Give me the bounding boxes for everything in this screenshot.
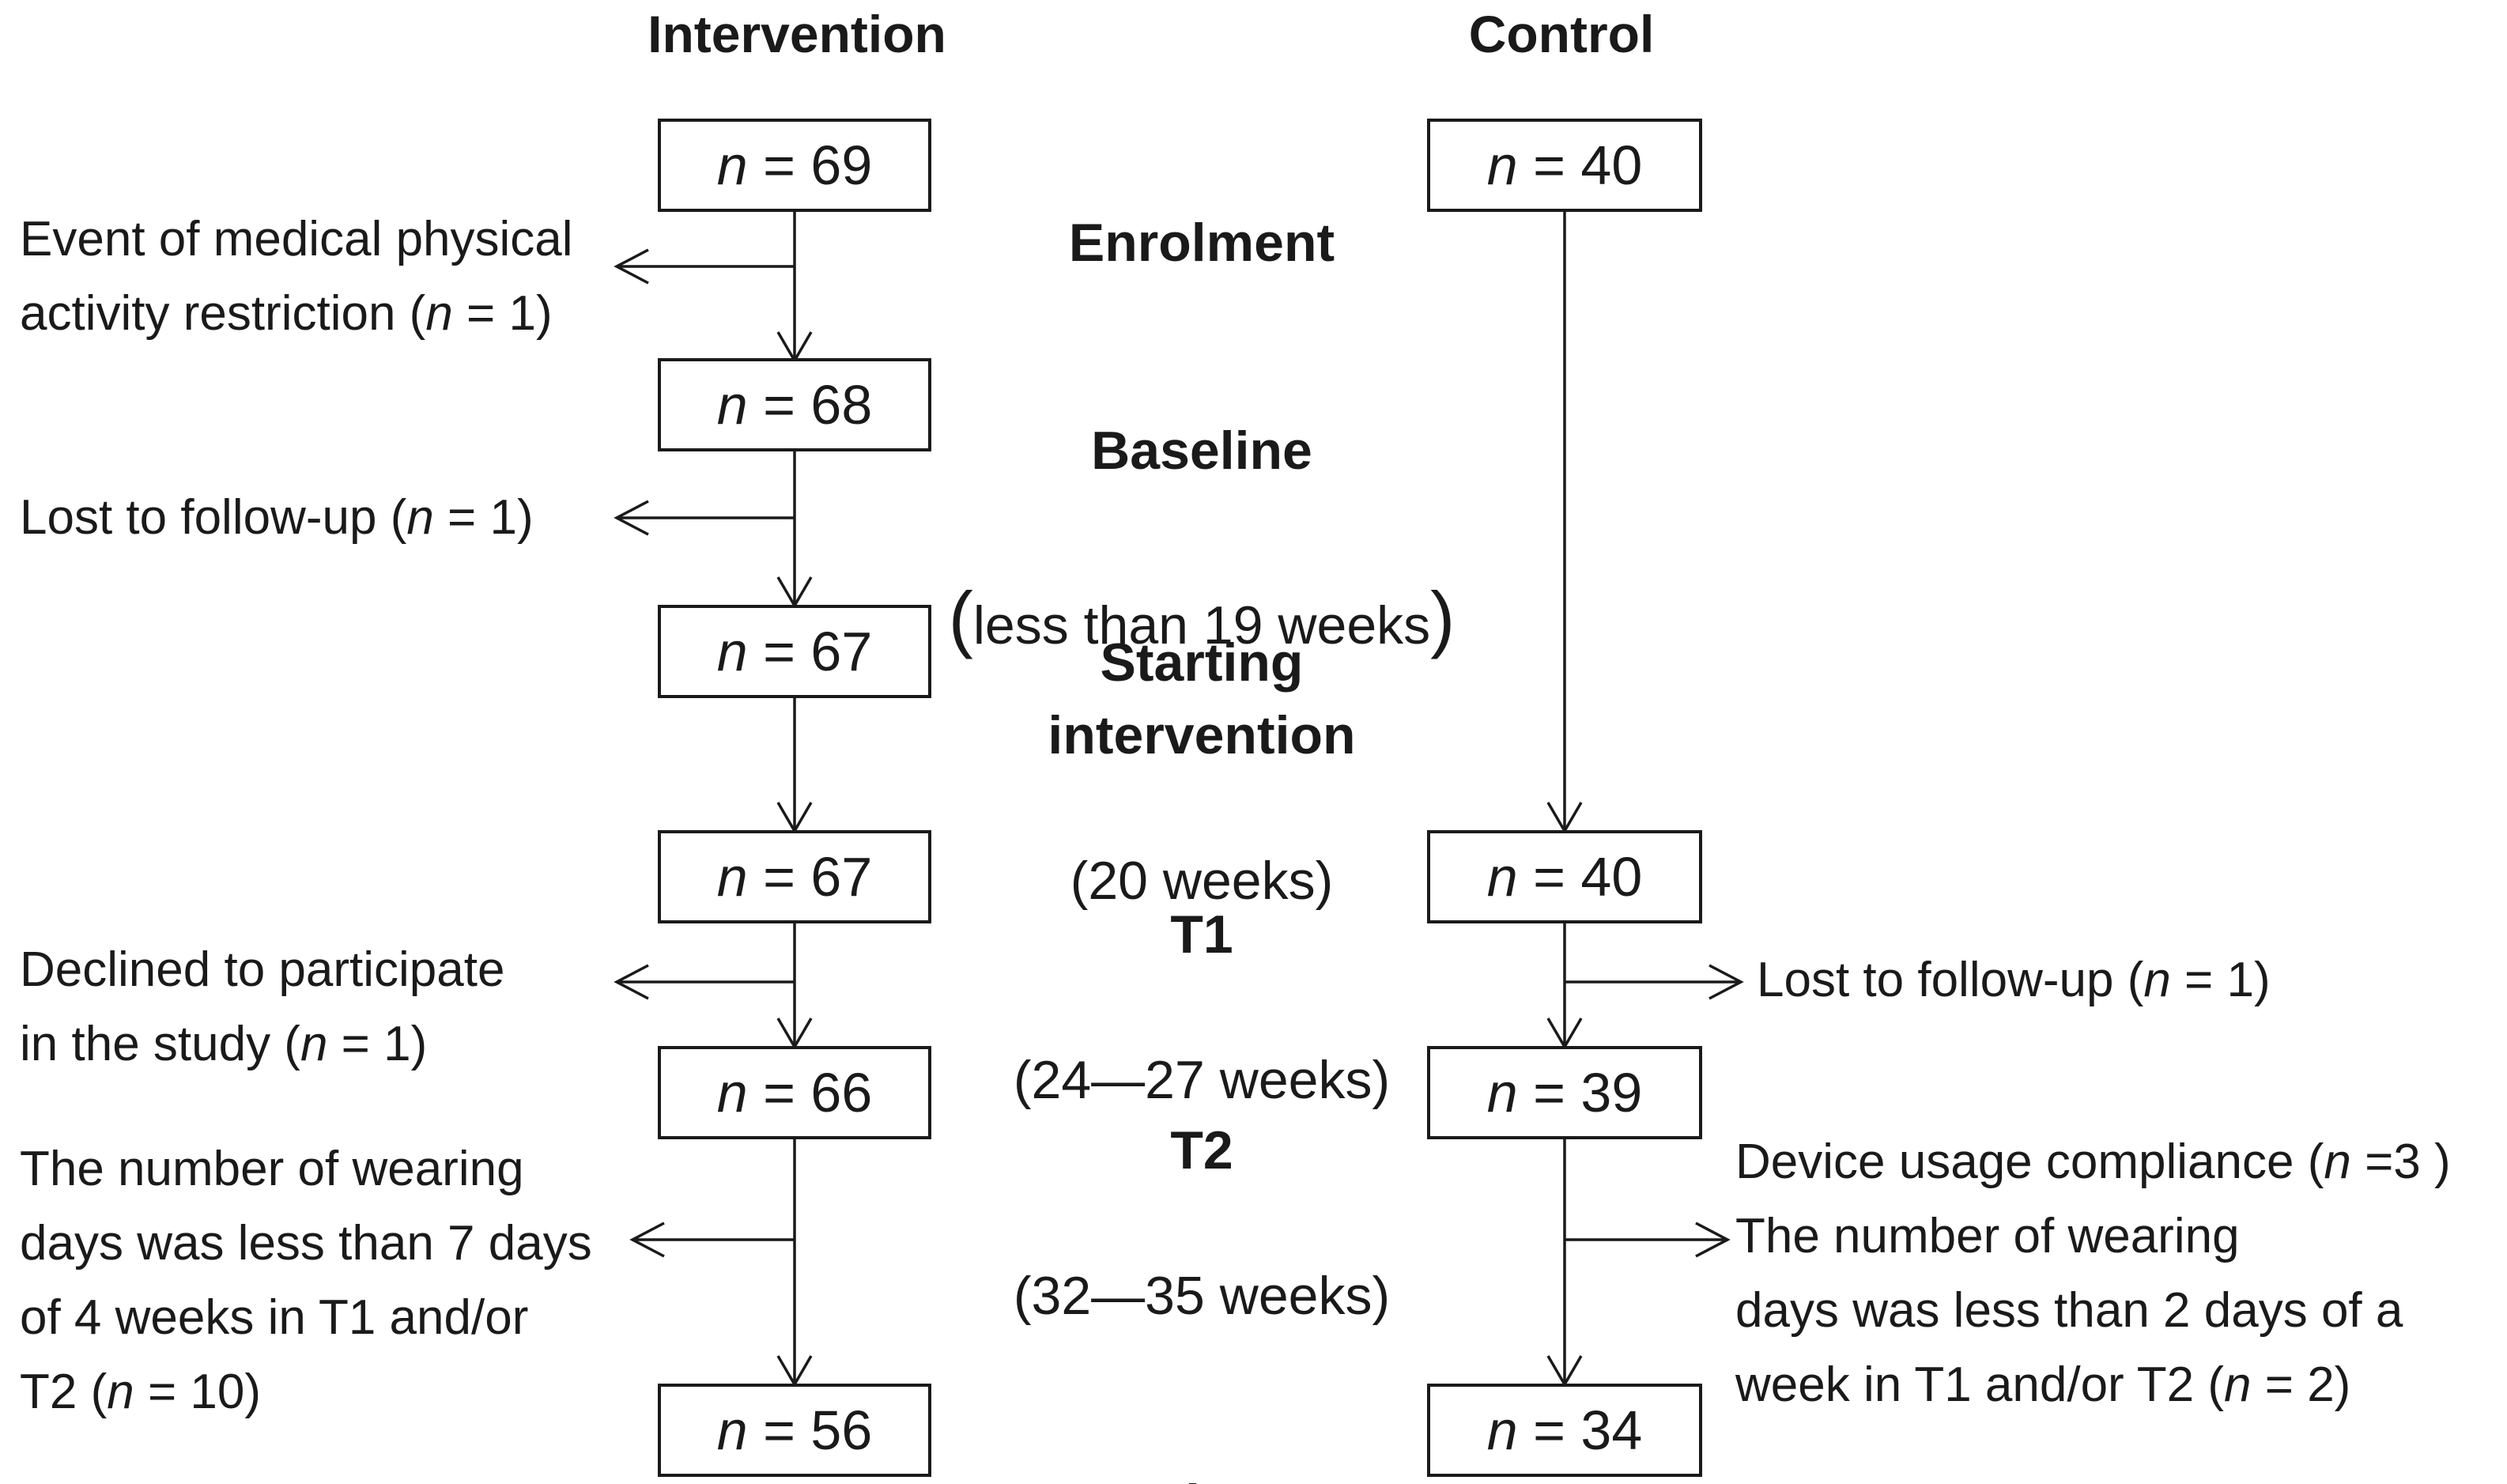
intervention-box-enrolment-value: n = 69 [716, 134, 873, 196]
arrowhead-right-icon [1695, 1222, 1731, 1258]
annotation-line: week in T1 and/or T2 (n = 2) [1735, 1358, 2351, 1412]
stage-label-analyses: Analyses [1084, 1395, 1320, 1484]
intervention-box-analyses: n = 56 [658, 1384, 931, 1477]
control-box-t1: n = 40 [1427, 830, 1702, 923]
control-box-t1-value: n = 40 [1486, 846, 1643, 908]
control-box-analyses-value: n = 34 [1486, 1399, 1643, 1461]
annotation-wearing-days-intervention: The number of wearing days was less than… [20, 1132, 592, 1429]
control-column-header: Control [1468, 5, 1655, 63]
stage-label-starting-intervention: Starting intervention (20 weeks) [1048, 553, 1355, 990]
stage-label-enrolment: Enrolment [1069, 134, 1335, 425]
intervention-box-starting-value: n = 67 [716, 621, 873, 682]
intervention-box-t1: n = 67 [658, 830, 931, 923]
control-box-t2: n = 39 [1427, 1046, 1702, 1139]
intervention-box-t2: n = 66 [658, 1046, 931, 1139]
annotation-lost-followup-intervention: Lost to follow-up (n = 1) [20, 481, 534, 555]
annotation-declined-participation: Declined to participate in the study (n … [20, 933, 504, 1082]
stage-title: Analyses [1084, 1467, 1320, 1484]
intervention-box-t1-value: n = 67 [716, 846, 873, 908]
annotation-activity-restriction: Event of medical physical activity restr… [20, 202, 573, 351]
annotation-line: The number of wearing [20, 1142, 524, 1196]
stage-sub: (20 weeks) [1070, 851, 1334, 911]
stage-title: T1 [1170, 904, 1233, 965]
arrowhead-left-icon [614, 500, 649, 536]
intervention-box-enrolment: n = 69 [658, 119, 931, 212]
stage-title: Enrolment [1068, 213, 1335, 273]
stage-title: Baseline [1091, 421, 1312, 481]
annotation-compliance-wearing-days-control: Device usage compliance (n =3 ) The numb… [1735, 1125, 2451, 1422]
annotation-line: days was less than 2 days of a [1735, 1283, 2403, 1338]
stage-title: T2 [1170, 1120, 1233, 1180]
intervention-box-t2-value: n = 66 [716, 1062, 873, 1123]
stage-sub: (less than 19 weeks) [948, 576, 1455, 659]
stage-sub: (24—27 weeks) [1013, 1050, 1391, 1110]
control-box-t2-value: n = 39 [1486, 1062, 1643, 1123]
intervention-box-starting: n = 67 [658, 605, 931, 698]
annotation-line: Lost to follow-up (n = 1) [20, 490, 534, 545]
annotation-line: Device usage compliance (n =3 ) [1735, 1135, 2451, 1189]
control-box-enrolment: n = 40 [1427, 119, 1702, 212]
stage-sub: (32—35 weeks) [1013, 1266, 1391, 1326]
intervention-box-baseline-value: n = 68 [716, 374, 873, 436]
annotation-line: of 4 weeks in T1 and/or [20, 1290, 529, 1345]
annotation-line: The number of wearing [1735, 1209, 2240, 1263]
arrowhead-left-icon [614, 964, 649, 1000]
annotation-line: Event of medical physical [20, 212, 573, 266]
arrowhead-right-icon [1708, 964, 1744, 1000]
annotation-line: Lost to follow-up (n = 1) [1757, 953, 2271, 1007]
stage-label-t1: T1 (24—27 weeks) [1014, 825, 1390, 1189]
arrowhead-left-icon [614, 248, 649, 285]
stage-title: Starting intervention [1048, 632, 1356, 765]
annotation-lost-followup-control: Lost to follow-up (n = 1) [1757, 943, 2271, 1018]
intervention-column-header: Intervention [648, 5, 946, 63]
intervention-box-analyses-value: n = 56 [716, 1399, 873, 1461]
arrowhead-left-icon [629, 1222, 665, 1258]
control-box-enrolment-value: n = 40 [1486, 134, 1643, 196]
annotation-line: days was less than 7 days [20, 1216, 592, 1271]
annotation-line: T2 (n = 10) [20, 1365, 261, 1419]
stage-label-baseline: Baseline (less than 19 weeks) [949, 342, 1455, 734]
stage-label-t2: T2 (32—35 weeks) [1014, 1041, 1390, 1405]
intervention-box-baseline: n = 68 [658, 358, 931, 451]
control-box-analyses: n = 34 [1427, 1384, 1702, 1477]
annotation-line: in the study (n = 1) [20, 1017, 428, 1071]
annotation-line: activity restriction (n = 1) [20, 286, 553, 341]
annotation-line: Declined to participate [20, 942, 505, 997]
